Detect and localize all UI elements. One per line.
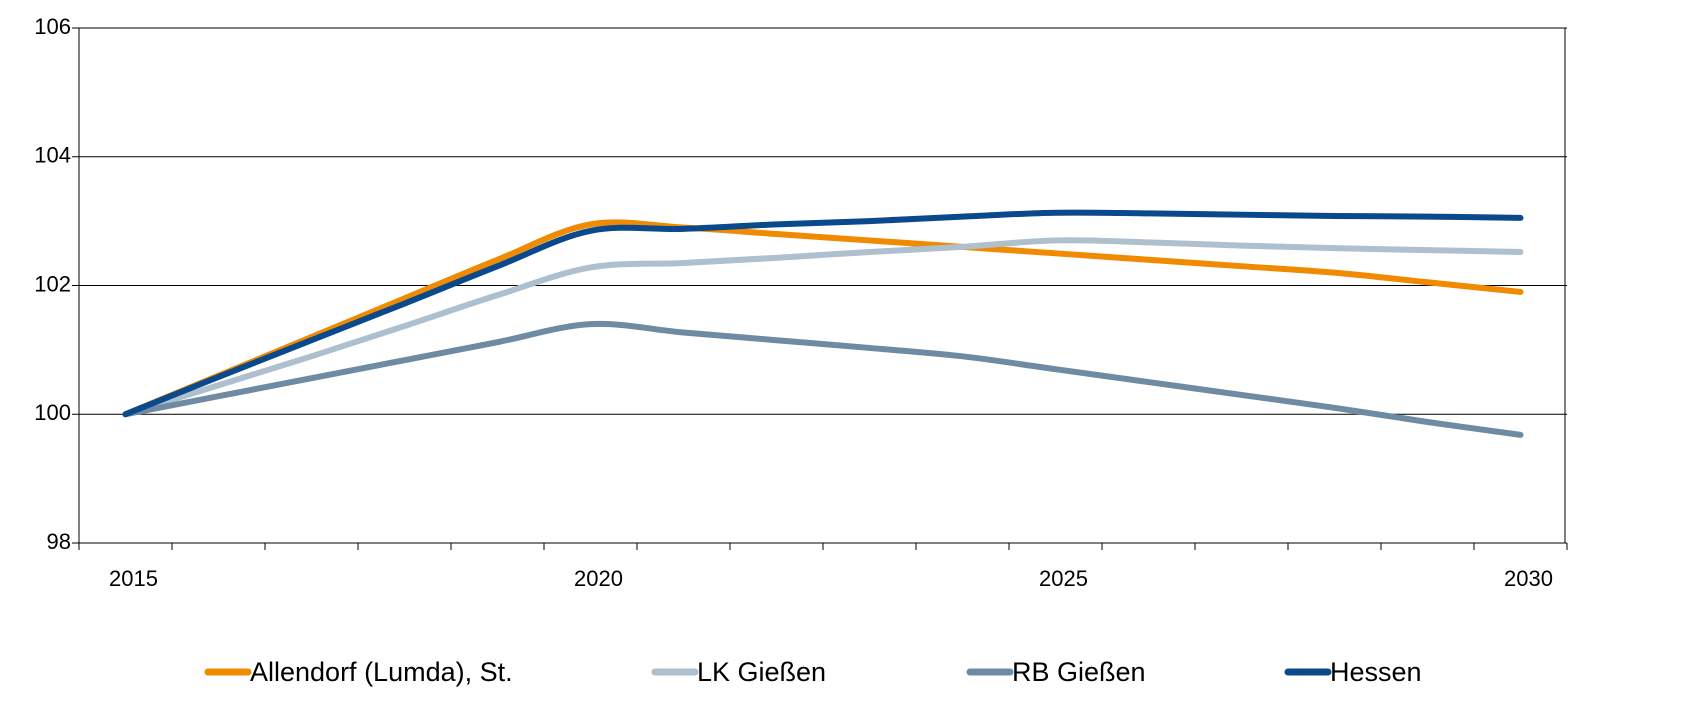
y-tick-label: 106 — [34, 14, 71, 39]
axes: 98 100 102 104 106 2015 2020 2025 2030 — [34, 14, 1568, 591]
y-tick-label: 100 — [34, 400, 71, 425]
x-tick-label: 2015 — [109, 566, 158, 591]
x-tick-label: 2030 — [1504, 566, 1553, 591]
legend-label: RB Gießen — [1012, 657, 1146, 687]
x-tick-label: 2025 — [1039, 566, 1088, 591]
legend-label: LK Gießen — [697, 657, 826, 687]
legend-label: Hessen — [1330, 657, 1422, 687]
legend-label: Allendorf (Lumda), St. — [250, 657, 513, 687]
y-tick-label: 98 — [47, 529, 71, 554]
line — [122, 209, 1524, 418]
line — [122, 219, 1524, 418]
line — [122, 320, 1524, 438]
legend: Allendorf (Lumda), St. LK Gießen RB Gießen… — [204, 657, 1422, 687]
line — [122, 237, 1524, 418]
x-tick-label: 2020 — [574, 566, 623, 591]
series-group — [122, 209, 1524, 438]
grid — [79, 27, 1567, 544]
y-tick-label: 104 — [34, 143, 71, 168]
y-tick-label: 102 — [34, 271, 71, 296]
